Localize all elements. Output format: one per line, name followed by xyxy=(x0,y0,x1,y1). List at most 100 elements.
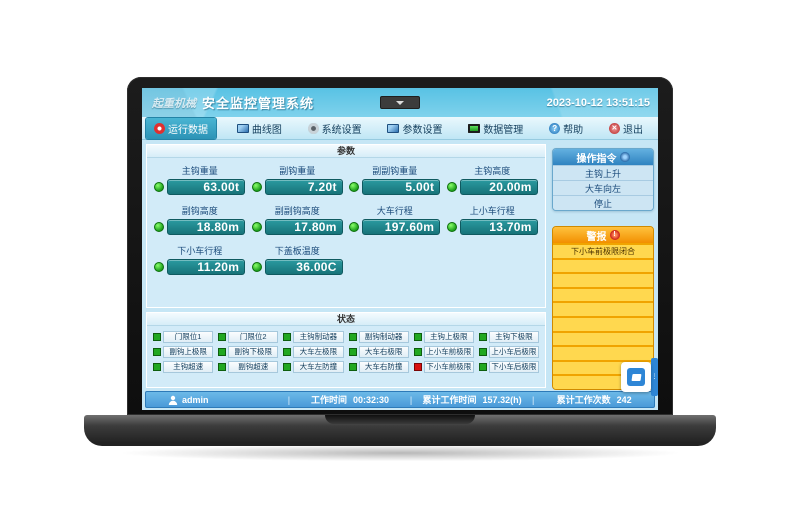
status-aux-hook-lower-limit: 副钩下极限 xyxy=(218,345,279,358)
flag-icon xyxy=(627,368,645,386)
menu-label: 数据管理 xyxy=(483,124,524,136)
alarms-panel-header: 警报 ! xyxy=(553,227,653,243)
footer-divider: | xyxy=(531,394,535,405)
parameters-grid: 主钩重量 63.00t 副钩重量 7.20t 副副钩重量 5.00t 主钩高度 … xyxy=(147,158,545,281)
status-led-icon xyxy=(348,332,357,341)
tab-running-data[interactable]: 运行数据 xyxy=(146,117,216,139)
exit-icon: ✕ xyxy=(608,122,620,134)
remote-tool-handle[interactable]: ⋮ xyxy=(651,358,658,396)
page-title: 安全监控管理系统 xyxy=(202,96,315,111)
status-led-icon xyxy=(348,347,357,356)
chart-icon xyxy=(236,123,249,133)
status-led-icon xyxy=(283,332,292,341)
footer-work-time: 工作时间 00:32:30 xyxy=(310,394,389,406)
status-panel: 状态 门限位1 门限位2 主钩制动器 副钩制动器 主钩上极限 主钩下极限 副钩上… xyxy=(146,312,546,388)
param-label: 上小车行程 xyxy=(469,206,515,216)
param-main-hook-weight: 主钩重量 63.00t xyxy=(151,164,249,195)
green-led-icon xyxy=(251,222,262,232)
green-led-icon xyxy=(154,222,165,232)
param-lower-trolley-travel: 下小车行程 11.20m xyxy=(151,244,249,275)
tab-parameter-settings[interactable]: 参数设置 xyxy=(382,119,447,138)
status-main-hook-overspeed: 主钩超速 xyxy=(153,360,214,373)
laptop-base xyxy=(84,415,716,446)
param-aux2-hook-height: 副副钩高度 17.80m xyxy=(249,204,347,235)
param-label: 副副钩高度 xyxy=(274,206,320,216)
status-door-limit-2: 门限位2 xyxy=(218,330,279,343)
status-led-icon xyxy=(478,347,487,356)
tab-help[interactable]: ? 帮助 xyxy=(544,119,588,138)
footer-divider: | xyxy=(409,394,413,405)
param-value: 20.00m xyxy=(459,179,538,195)
menu-label: 系统设置 xyxy=(321,124,362,136)
param-value: 36.00C xyxy=(264,259,343,275)
footer-user: admin xyxy=(146,395,288,405)
alarm-item-empty xyxy=(553,330,653,346)
status-panel-title: 状态 xyxy=(147,313,545,326)
param-label: 下小车行程 xyxy=(177,246,223,256)
param-label: 大车行程 xyxy=(376,206,413,216)
remote-tool-button[interactable] xyxy=(621,362,651,392)
tab-system-settings[interactable]: 系统设置 xyxy=(303,119,367,138)
status-led-icon xyxy=(413,362,422,371)
command-icon xyxy=(619,152,630,162)
command-stop[interactable]: 停止 xyxy=(553,195,653,210)
green-led-icon xyxy=(349,222,360,232)
param-aux2-hook-weight: 副副钩重量 5.00t xyxy=(346,164,444,195)
status-main-hook-upper-limit: 主钩上极限 xyxy=(413,330,474,343)
help-icon: ? xyxy=(549,122,561,134)
param-gantry-travel: 大车行程 197.60m xyxy=(346,204,444,235)
chevron-down-icon xyxy=(396,100,404,105)
commands-panel: 操作指令 主钩上升 大车向左 停止 xyxy=(552,148,654,211)
param-aux-hook-weight: 副钩重量 7.20t xyxy=(249,164,347,195)
app-screen: 起重机械 安全监控管理系统 2023-10-12 13:51:15 运行数据 曲… xyxy=(142,88,658,410)
param-value: 197.60m xyxy=(362,219,441,235)
green-led-icon xyxy=(446,182,457,192)
status-aux-hook-upper-limit: 副钩上极限 xyxy=(153,345,214,358)
green-led-icon xyxy=(154,262,165,272)
status-grid: 门限位1 门限位2 主钩制动器 副钩制动器 主钩上极限 主钩下极限 副钩上极限 … xyxy=(147,326,545,377)
alarm-item: 下小车前极限闭合 xyxy=(553,243,653,258)
laptop-shadow xyxy=(95,444,705,462)
tab-data-management[interactable]: 数据管理 xyxy=(463,119,528,138)
tab-curve-chart[interactable]: 曲线图 xyxy=(232,119,287,138)
alarms-title: 警报 xyxy=(586,231,607,243)
datetime-display: 2023-10-12 13:51:15 xyxy=(546,96,650,109)
status-gantry-right-anticollision: 大车右防撞 xyxy=(348,360,409,373)
parameters-panel: 参数 主钩重量 63.00t 副钩重量 7.20t 副副钩重量 5.00t 主钩… xyxy=(146,144,546,308)
status-main-hook-brake: 主钩制动器 xyxy=(283,330,344,343)
param-value: 13.70m xyxy=(459,219,538,235)
status-upper-trolley-front-limit: 上小车前极限 xyxy=(413,345,474,358)
param-aux-hook-height: 副钩高度 18.80m xyxy=(151,204,249,235)
menu-label: 帮助 xyxy=(563,124,584,136)
footer-total-time: 累计工作时间 157.32(h) xyxy=(422,394,522,406)
status-door-limit-1: 门限位1 xyxy=(153,330,214,343)
menu-label: 参数设置 xyxy=(402,124,443,136)
status-led-icon xyxy=(218,347,227,356)
status-led-icon xyxy=(283,362,292,371)
green-led-icon xyxy=(251,262,262,272)
param-label: 副钩高度 xyxy=(181,206,218,216)
status-lower-trolley-front-limit: 下小车前极限 xyxy=(413,360,474,373)
status-led-icon xyxy=(413,332,422,341)
status-led-icon xyxy=(348,362,357,371)
green-led-icon xyxy=(446,222,457,232)
param-value: 17.80m xyxy=(264,219,343,235)
status-upper-trolley-rear-limit: 上小车后极限 xyxy=(478,345,539,358)
menu-label: 退出 xyxy=(622,124,643,136)
status-led-icon xyxy=(413,347,422,356)
command-gantry-left[interactable]: 大车向左 xyxy=(553,180,653,195)
status-led-icon xyxy=(218,332,227,341)
menu-label: 曲线图 xyxy=(251,124,282,136)
param-value: 5.00t xyxy=(362,179,441,195)
tab-exit[interactable]: ✕ 退出 xyxy=(604,119,648,138)
toolbar-collapse-button[interactable] xyxy=(380,96,420,109)
status-led-icon xyxy=(478,362,487,371)
status-aux-hook-brake: 副钩制动器 xyxy=(348,330,409,343)
commands-panel-header: 操作指令 xyxy=(553,149,653,165)
param-label: 主钩高度 xyxy=(474,166,511,176)
command-main-hook-up[interactable]: 主钩上升 xyxy=(553,165,653,180)
param-value: 18.80m xyxy=(167,219,246,235)
gear-icon xyxy=(307,122,319,134)
param-cover-plate-temp: 下盖板温度 36.00C xyxy=(249,244,347,275)
footer-statusbar: admin | 工作时间 00:32:30 | 累计工作时间 157.32(h)… xyxy=(145,391,655,408)
